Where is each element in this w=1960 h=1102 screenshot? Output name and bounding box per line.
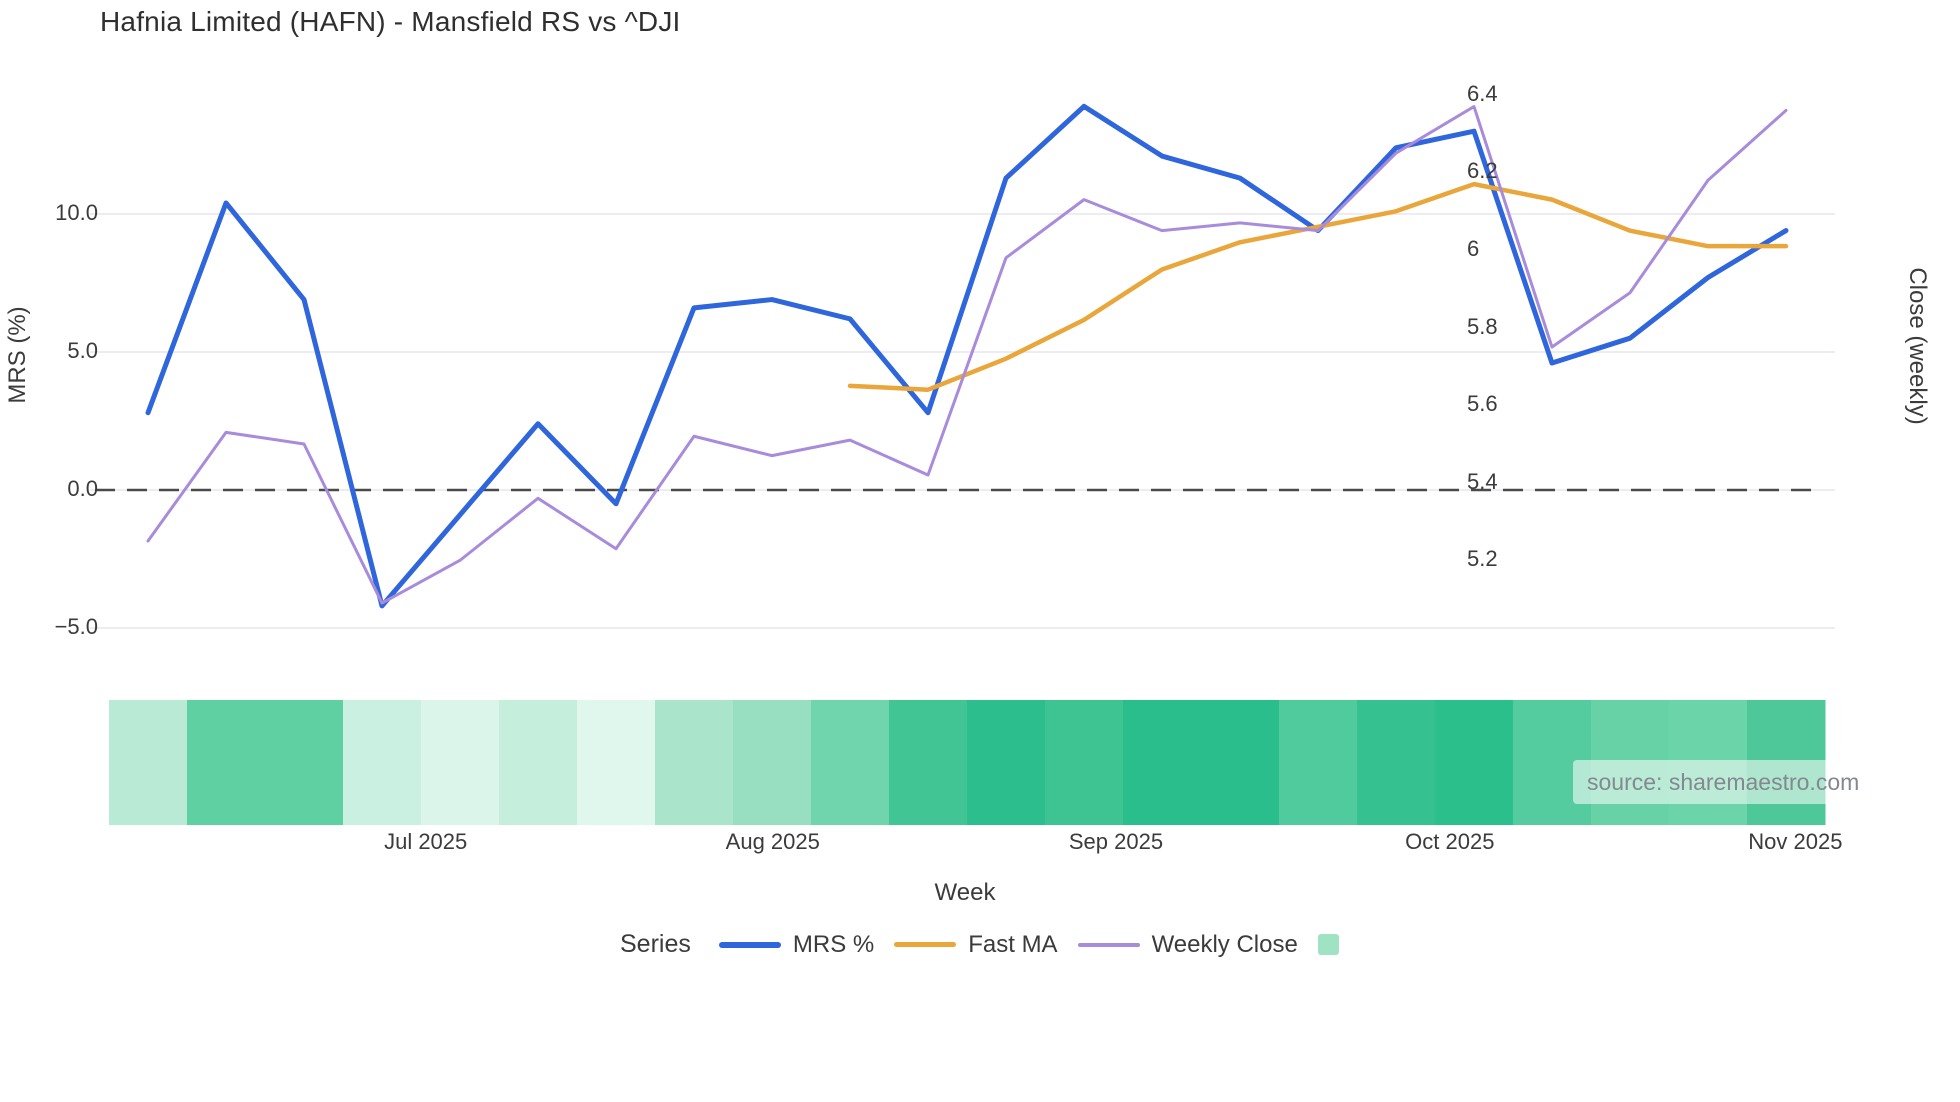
x-axis-tick: Oct 2025: [1405, 829, 1495, 854]
legend-item-heatmap[interactable]: [1317, 934, 1339, 955]
series-line-weekly-close: [146, 105, 1788, 605]
heatmap-cell: [499, 700, 578, 825]
right-axis-tick: 6.4: [1467, 80, 1498, 106]
legend-item-weekly-close[interactable]: Weekly Close: [1077, 930, 1298, 959]
heatmap-cell: [109, 700, 188, 825]
heatmap-cell: [889, 700, 968, 825]
heatmap-cell: [1279, 700, 1358, 825]
right-axis-tick: 5.2: [1467, 546, 1498, 572]
legend-item-fast-ma[interactable]: Fast MA: [894, 930, 1058, 959]
left-axis-tick: 0.0: [67, 475, 98, 501]
heatmap-cell: [421, 700, 500, 825]
x-axis-tick: Aug 2025: [725, 829, 820, 854]
heatmap-cell: [1201, 700, 1280, 825]
right-axis-tick: 6.2: [1467, 158, 1498, 184]
right-axis-tick: 5.6: [1467, 391, 1498, 417]
left-axis-tick: 5.0: [67, 337, 98, 363]
gridlines: [90, 212, 1835, 629]
legend-item-label: Weekly Close: [1151, 930, 1298, 958]
heatmap-cell: [967, 700, 1046, 825]
left-axis-tick: −5.0: [54, 613, 98, 639]
heatmap-cell: [1045, 700, 1124, 825]
left-axis-title: MRS (%): [4, 306, 31, 404]
legend-item-label: MRS %: [792, 930, 875, 958]
heatmap-strip: [109, 700, 1826, 825]
series-lines: [145, 103, 1789, 609]
right-axis-title: Close (weekly): [1904, 267, 1931, 425]
Fast MA-swatch: [894, 942, 957, 947]
Weekly Close-swatch: [1077, 942, 1140, 947]
heatmap-cell: [265, 700, 344, 825]
legend-title: Series: [620, 930, 691, 958]
right-axis-tick: 6: [1467, 236, 1480, 262]
heatmap-cell: [1435, 700, 1514, 825]
heatmap-cell: [343, 700, 422, 825]
source-attribution: source: sharemaestro.com: [1573, 760, 1921, 804]
x-axis-tick: Nov 2025: [1748, 829, 1843, 854]
x-axis-tick: Sep 2025: [1068, 829, 1164, 854]
legend: Series MRS % Fast MA Weekly Close: [620, 930, 1339, 959]
right-axis-tick: 5.4: [1467, 468, 1498, 494]
heatmap-cell: [1357, 700, 1436, 825]
heatmap-cell: [187, 700, 266, 825]
x-axis-title: Week: [934, 879, 996, 906]
legend-item-mrs-[interactable]: MRS %: [718, 930, 875, 959]
legend-item-label: Fast MA: [968, 930, 1058, 958]
right-axis-tick: 5.8: [1467, 313, 1498, 339]
series-line-fast-ma: [847, 181, 1789, 392]
MRS %-swatch: [718, 941, 781, 948]
left-axis-tick: 10.0: [55, 199, 98, 225]
heatmap-swatch: [1317, 934, 1339, 955]
heatmap-cell: [811, 700, 890, 825]
heatmap-cell: [577, 700, 656, 825]
heatmap-cell: [733, 700, 812, 825]
x-axis-tick: Jul 2025: [384, 829, 468, 854]
chart-title: Hafnia Limited (HAFN) - Mansfield RS vs …: [100, 6, 681, 37]
series-line-mrs-: [145, 103, 1789, 609]
heatmap-cell: [1123, 700, 1202, 825]
heatmap-cell: [655, 700, 734, 825]
